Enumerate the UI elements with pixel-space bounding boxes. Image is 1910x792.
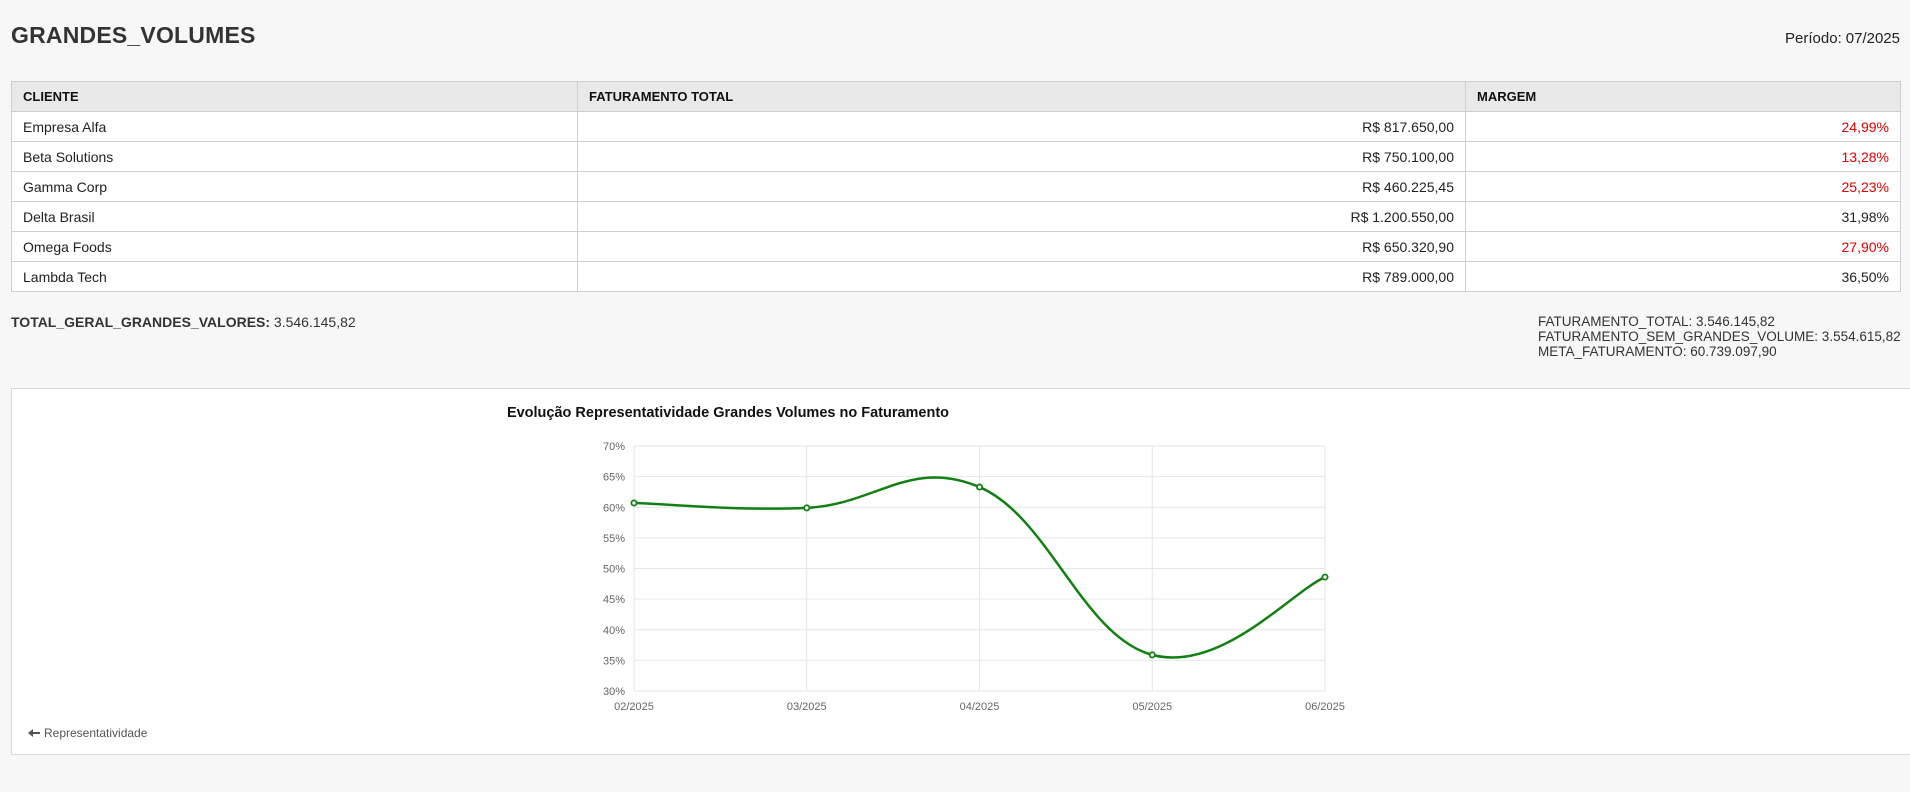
x-tick-label: 06/2025 — [1305, 701, 1345, 713]
y-tick-label: 40% — [603, 625, 625, 637]
x-tick-label: 02/2025 — [614, 701, 654, 713]
data-point[interactable] — [630, 499, 638, 507]
cell-cliente: Delta Brasil — [11, 201, 578, 232]
cell-faturamento: R$ 460.225,45 — [577, 171, 1466, 202]
page-title: GRANDES_VOLUMES — [11, 22, 256, 48]
y-tick-label: 70% — [603, 441, 625, 453]
y-tick-label: 55% — [603, 533, 625, 545]
table-row: Empresa Alfa R$ 817.650,00 24,99% — [11, 111, 1901, 142]
cell-faturamento: R$ 1.200.550,00 — [577, 201, 1466, 232]
chart-title: Evolução Representatividade Grandes Volu… — [506, 405, 950, 421]
period-indicator: Período: 07/2025 — [1785, 30, 1900, 47]
y-tick-label: 50% — [603, 564, 625, 576]
table-row: Beta Solutions R$ 750.100,00 13,28% — [11, 141, 1901, 172]
data-point[interactable] — [976, 483, 984, 491]
cell-cliente: Gamma Corp — [11, 171, 578, 202]
summary-faturamento-total: FATURAMENTO_TOTAL: 3.546.145,82 — [1538, 314, 1775, 329]
total-geral-label: TOTAL_GERAL_GRANDES_VALORES: — [11, 314, 271, 330]
period-value: 07/2025 — [1845, 30, 1900, 47]
table-row: Omega Foods R$ 650.320,90 27,90% — [11, 231, 1901, 262]
legend-line-icon — [28, 729, 40, 737]
x-tick-label: 05/2025 — [1132, 701, 1172, 713]
y-tick-label: 45% — [603, 594, 625, 606]
y-tick-label: 30% — [603, 686, 625, 698]
cell-faturamento: R$ 817.650,00 — [577, 111, 1466, 142]
table-row: Lambda Tech R$ 789.000,00 36,50% — [11, 261, 1901, 292]
total-geral: TOTAL_GERAL_GRANDES_VALORES: 3.546.145,8… — [11, 314, 356, 330]
column-header-faturamento: FATURAMENTO TOTAL — [577, 81, 1466, 112]
cell-cliente: Lambda Tech — [11, 261, 578, 292]
billing-summary: FATURAMENTO_TOTAL: 3.546.145,82 FATURAME… — [1538, 314, 1901, 359]
y-tick-label: 65% — [603, 472, 625, 484]
cell-cliente: Empresa Alfa — [11, 111, 578, 142]
data-point[interactable] — [803, 504, 811, 512]
legend-label: Representatividade — [44, 726, 148, 740]
series-line — [633, 476, 1326, 659]
table-row: Gamma Corp R$ 460.225,45 25,23% — [11, 171, 1901, 202]
cell-faturamento: R$ 750.100,00 — [577, 141, 1466, 172]
cell-cliente: Omega Foods — [11, 231, 578, 262]
y-tick-label: 35% — [603, 655, 625, 667]
cell-margem: 24,99% — [1465, 111, 1901, 142]
summary-faturamento-sem-grandes-volume: FATURAMENTO_SEM_GRANDES_VOLUME: 3.554.61… — [1538, 329, 1901, 344]
column-header-margem: MARGEM — [1465, 81, 1901, 112]
cell-cliente: Beta Solutions — [11, 141, 578, 172]
cell-margem: 13,28% — [1465, 141, 1901, 172]
clients-table: CLIENTE FATURAMENTO TOTAL MARGEM Empresa… — [11, 81, 1901, 292]
data-point[interactable] — [1321, 573, 1329, 581]
line-chart: 30% 35% 40% 45% 50% 55% 60% 65% 70% 02/2025 03/202… — [603, 441, 1345, 713]
total-geral-value: 3.546.145,82 — [273, 314, 356, 330]
cell-margem: 31,98% — [1465, 201, 1901, 232]
table-row: Delta Brasil R$ 1.200.550,00 31,98% — [11, 201, 1901, 232]
column-header-cliente: CLIENTE — [11, 81, 578, 112]
cell-margem: 36,50% — [1465, 261, 1901, 292]
x-tick-label: 04/2025 — [960, 701, 1000, 713]
cell-faturamento: R$ 789.000,00 — [577, 261, 1466, 292]
data-point[interactable] — [1148, 651, 1156, 659]
x-tick-label: 03/2025 — [787, 701, 827, 713]
cell-margem: 27,90% — [1465, 231, 1901, 262]
period-label: Período: — [1785, 30, 1842, 47]
cell-faturamento: R$ 650.320,90 — [577, 231, 1466, 262]
chart-panel: Evolução Representatividade Grandes Volu… — [11, 388, 1910, 755]
table-header-row: CLIENTE FATURAMENTO TOTAL MARGEM — [11, 81, 1901, 112]
chart-legend[interactable]: Representatividade — [28, 726, 148, 740]
cell-margem: 25,23% — [1465, 171, 1901, 202]
summary-meta-faturamento: META_FATURAMENTO: 60.739.097,90 — [1538, 344, 1777, 359]
y-tick-label: 60% — [603, 502, 625, 514]
